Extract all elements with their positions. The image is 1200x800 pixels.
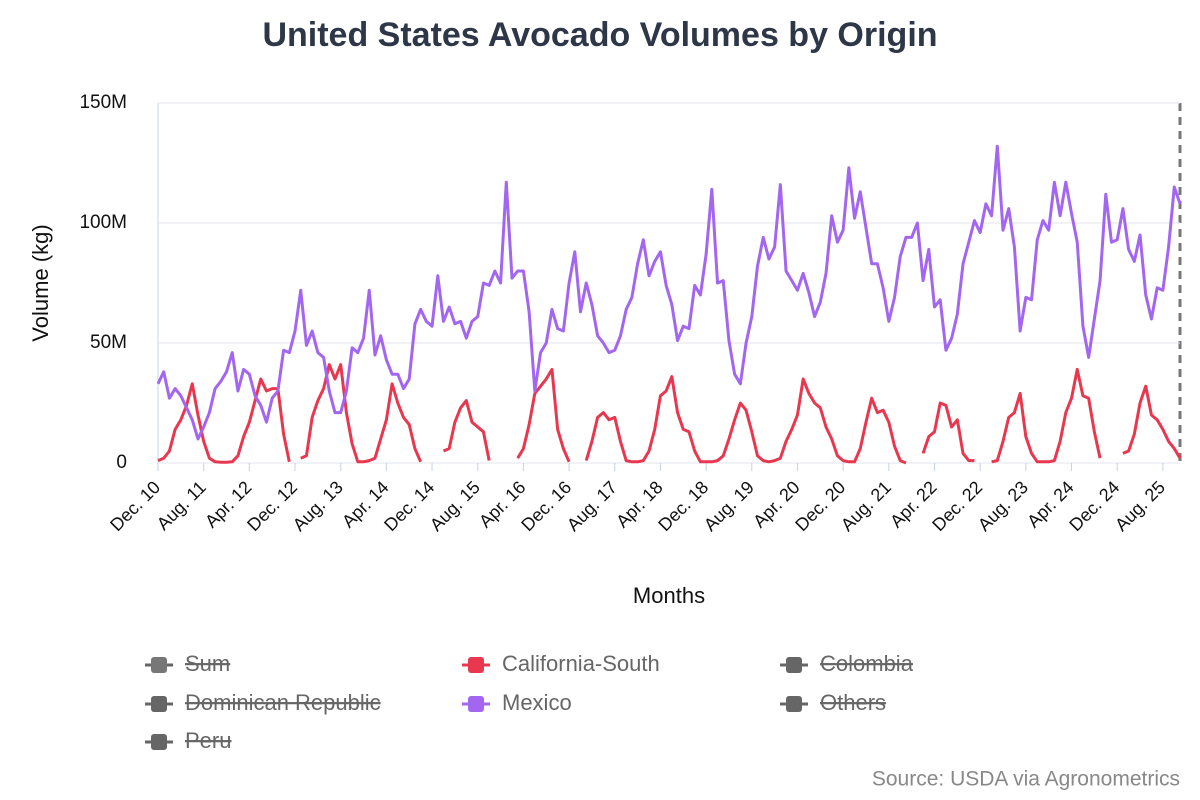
y-axis-title: Volume (kg)	[28, 224, 53, 341]
legend-swatch	[151, 657, 167, 673]
legend-label: Mexico	[502, 690, 572, 715]
y-tick-label: 50M	[90, 332, 127, 353]
legend-item[interactable]: Peru	[145, 728, 231, 753]
x-tick-label: Aug. 25	[1111, 477, 1169, 535]
legend-item[interactable]: Dominican Republic	[145, 690, 381, 715]
legend-swatch	[151, 734, 167, 750]
x-tick-label: Dec. 12	[243, 477, 301, 535]
legend-swatch	[786, 696, 802, 712]
legend-swatch	[786, 657, 802, 673]
legend-item[interactable]: Mexico	[462, 690, 572, 715]
y-tick-label: 150M	[79, 92, 127, 113]
legend-item[interactable]: Sum	[145, 651, 230, 676]
x-tick-label: Dec. 14	[380, 477, 438, 535]
legend-swatch	[468, 657, 484, 673]
legend-label: Peru	[185, 728, 231, 753]
x-tick-label: Dec. 10	[106, 477, 164, 535]
x-tick-label: Aug. 15	[426, 477, 484, 535]
x-tick-label: Aug. 21	[837, 477, 895, 535]
x-tick-label: Dec. 24	[1065, 477, 1123, 535]
chart-title: United States Avocado Volumes by Origin	[262, 16, 937, 54]
series-line	[156, 144, 1182, 441]
series-line	[157, 363, 1182, 465]
legend-label: Sum	[185, 651, 230, 676]
legend-label: Colombia	[820, 651, 914, 676]
legend-item[interactable]: Others	[780, 690, 886, 715]
legend-swatch	[151, 696, 167, 712]
x-tick-label: Aug. 19	[700, 477, 758, 535]
x-tick-label: Aug. 11	[153, 477, 210, 534]
source-note: Source: USDA via Agronometrics	[872, 768, 1180, 791]
x-axis-title: Months	[633, 583, 705, 608]
legend-swatch	[468, 696, 484, 712]
x-tick-label: Aug. 23	[974, 477, 1032, 535]
x-tick-label: Dec. 20	[791, 477, 849, 535]
x-tick-label: Aug. 17	[563, 477, 621, 535]
x-tick-label: Dec. 22	[928, 477, 986, 535]
x-tick-label: Dec. 18	[654, 477, 712, 535]
legend-item[interactable]: California-South	[462, 651, 660, 676]
legend-item[interactable]: Colombia	[780, 651, 914, 676]
x-tick-label: Dec. 16	[517, 477, 575, 535]
legend-label: Others	[820, 690, 886, 715]
legend-label: California-South	[502, 651, 660, 676]
y-tick-label: 100M	[79, 212, 127, 233]
x-tick-label: Aug. 13	[289, 477, 347, 535]
legend-label: Dominican Republic	[185, 690, 381, 715]
y-tick-label: 0	[116, 452, 127, 473]
